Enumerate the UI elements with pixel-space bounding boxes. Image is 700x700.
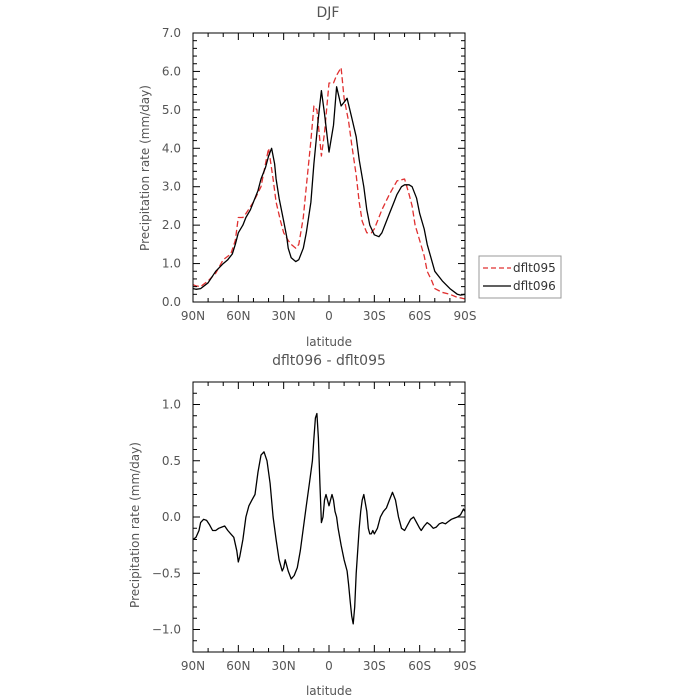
x-tick-label: 30N [272,659,296,673]
top-plot-frame [192,32,466,303]
x-tick-label: 0 [325,659,333,673]
x-tick-label: 30N [272,309,296,323]
series-line-diff-0 [193,412,465,625]
bottom-axis-ticks [192,381,466,652]
x-tick-label: 30S [363,309,386,323]
top-panel: DJF 90N 60N 30N 0 30S 60S 90S 0.0 1.0 2.0 3.0 4.0 5… [138,5,476,349]
y-tick-label: 0.5 [162,454,181,468]
bottom-x-tick-labels: 90N 60N 30N 0 30S 60S 90S [181,659,477,673]
y-tick-label: 1.0 [162,398,181,412]
x-tick-label: 0 [325,309,333,323]
x-tick-label: 90S [454,659,477,673]
bottom-plot-area [193,412,465,625]
top-axis-ticks [192,32,466,303]
y-tick-label: 0.0 [162,295,181,309]
x-tick-label: 60S [408,309,431,323]
y-tick-label: 5.0 [162,103,181,117]
top-y-tick-labels: 0.0 1.0 2.0 3.0 4.0 5.0 6.0 7.0 [162,26,181,309]
top-chart-title: DJF [317,5,340,21]
x-tick-label: 30S [363,659,386,673]
y-tick-label: 1.0 [162,257,181,271]
y-tick-label: −1.0 [152,623,181,637]
bottom-y-tick-labels: −1.0 −0.5 0.0 0.5 1.0 [152,398,181,637]
bottom-plot-frame [192,381,466,653]
y-tick-label: 2.0 [162,218,181,232]
series-line-dflt096 [193,86,465,296]
x-tick-label: 60N [226,309,250,323]
y-tick-label: 3.0 [162,180,181,194]
x-tick-label: 90S [454,309,477,323]
y-tick-label: 4.0 [162,141,181,155]
top-x-axis-label: latitude [306,335,352,349]
y-tick-label: 7.0 [162,26,181,40]
top-x-tick-labels: 90N 60N 30N 0 30S 60S 90S [181,309,477,323]
bottom-panel: dflt096 - dflt095 90N 60N 30N 0 30S 60S 90S −1… [128,353,476,698]
x-tick-label: 90N [181,659,205,673]
y-tick-label: −0.5 [152,566,181,580]
top-y-axis-label: Precipitation rate (mm/day) [138,85,152,251]
x-tick-label: 90N [181,309,205,323]
series-line-dflt095 [193,66,465,300]
x-tick-label: 60S [408,659,431,673]
bottom-chart-title: dflt096 - dflt095 [272,353,386,369]
top-plot-area [193,66,465,300]
y-tick-label: 0.0 [162,510,181,524]
legend-box [478,255,562,299]
legend: dflt095 dflt096 [478,255,562,299]
bottom-x-axis-label: latitude [306,684,352,698]
legend-label-dflt095: dflt095 [513,261,556,275]
bottom-y-axis-label: Precipitation rate (mm/day) [128,442,142,608]
y-tick-label: 6.0 [162,64,181,78]
legend-label-dflt096: dflt096 [513,279,556,293]
x-tick-label: 60N [226,659,250,673]
